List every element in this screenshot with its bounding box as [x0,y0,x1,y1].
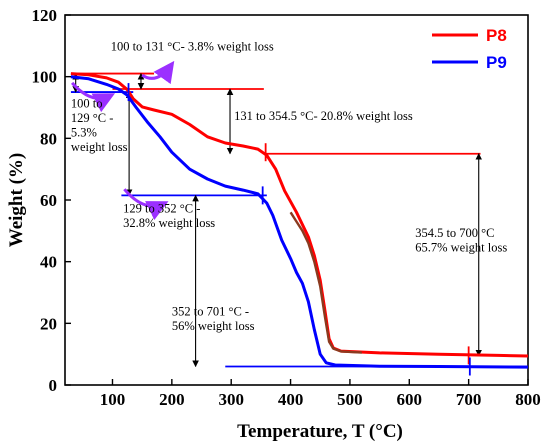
annotation-line: 131 to 354.5 °C- 20.8% weight loss [234,109,413,123]
dimension-arrows [72,72,483,368]
curved-arrow [141,60,175,85]
annotation-line: 65.7% weight loss [415,241,507,255]
annotation-line: 129 °C - [71,111,114,125]
x-axis-title: Temperature, T (°C) [237,421,403,442]
x-tick-label: 100 [100,390,126,409]
annotation-a2: 100 to 129 °C -5.3% weight loss [71,97,128,155]
annotation-line: 352 to 701 °C - [172,305,249,319]
curved-arrow [123,188,169,220]
curved-arrows [70,60,175,220]
x-tick-label: 200 [159,390,185,409]
step-markers [127,83,471,376]
annotation-line: 100 to 131 °C- 3.8% weight loss [111,39,274,53]
x-tick-label: 800 [515,390,541,409]
annotation-a3: 131 to 354.5 °C- 20.8% weight loss [234,109,413,123]
x-tick-label: 500 [337,390,363,409]
y-tick-label: 0 [49,376,58,395]
x-tick-label: 600 [397,390,423,409]
y-tick-label: 60 [40,191,57,210]
y-tick-label: 80 [40,129,57,148]
annotation-a1: 100 to 131 °C- 3.8% weight loss [111,39,274,53]
annotation-line: 5.3% [71,126,97,140]
annotation-a4: 129 to 352 °C -32.8% weight loss [123,201,215,230]
annotation-a6: 352 to 701 °C -56% weight loss [172,305,255,334]
annotation-line: weight loss [71,140,128,154]
annotation-line: 354.5 to 700 °C [415,226,494,240]
annotation-line: 32.8% weight loss [123,216,215,230]
y-tick-label: 100 [32,68,58,87]
y-tick-label: 20 [40,314,57,333]
series-overlay-line [289,211,362,354]
annotation-line: 56% weight loss [172,319,255,333]
annotation-a5: 354.5 to 700 °C 65.7% weight loss [415,226,507,255]
annotation-line: 100 to [71,97,103,111]
curved-arrow [70,81,116,113]
legend-label-p8: P8 [486,26,507,45]
y-axis-title: Weight (%) [6,153,27,247]
y-tick-label: 120 [32,6,58,25]
legend-label-p9: P9 [486,53,507,72]
y-tick-label: 40 [40,253,57,272]
x-tick-label: 700 [456,390,482,409]
x-tick-label: 400 [278,390,304,409]
annotation-line: 129 to 352 °C - [123,201,200,215]
axis-ticks: 100 200 300 400 500 600 700 800 0 20 40 60 80 100 120 [32,6,541,409]
x-tick-label: 300 [218,390,244,409]
